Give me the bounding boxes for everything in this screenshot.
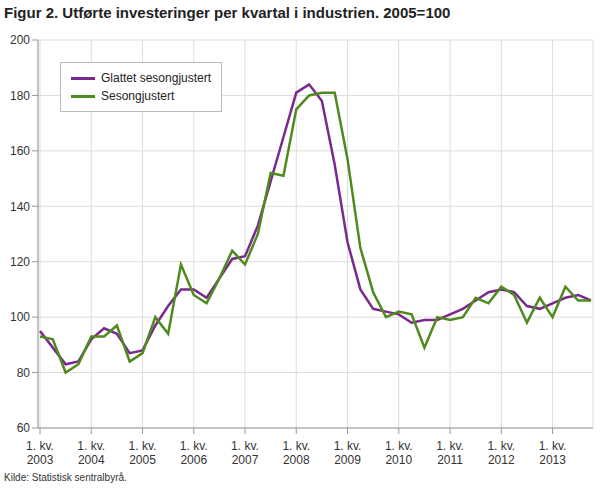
html-text:Sesongjustert: Sesongjustert [101,89,175,103]
html-text:Kilde: Statistisk sentralbyrå.: Kilde: Statistisk sentralbyrå. [4,472,127,483]
svg-text:120: 120 [10,255,30,269]
svg-text:1. kv.2006: 1. kv.2006 [180,439,208,467]
html-text:Figur 2. Utførte investeringer: Figur 2. Utførte investeringer per kvart… [4,4,451,21]
svg-text:140: 140 [10,200,30,214]
svg-text:1. kv.2005: 1. kv.2005 [129,439,157,467]
svg-text:1. kv.2013: 1. kv.2013 [539,439,567,467]
svg-text:1. kv.2009: 1. kv.2009 [334,439,362,467]
svg-text:1. kv.2007: 1. kv.2007 [231,439,259,467]
svg-text:60: 60 [17,421,31,435]
html-text:Glattet sesongjustert: Glattet sesongjustert [101,71,212,85]
svg-text:180: 180 [10,89,30,103]
svg-text:160: 160 [10,144,30,158]
svg-text:1. kv.2012: 1. kv.2012 [487,439,515,467]
svg-text:1. kv.2011: 1. kv.2011 [436,439,464,467]
svg-text:1. kv.2004: 1. kv.2004 [77,439,105,467]
svg-text:200: 200 [10,33,30,47]
svg-text:1. kv.2010: 1. kv.2010 [385,439,413,467]
svg-text:1. kv.2003: 1. kv.2003 [26,439,54,467]
svg-text:100: 100 [10,310,30,324]
svg-text:1. kv.2008: 1. kv.2008 [282,439,310,467]
svg-text:80: 80 [17,366,31,380]
